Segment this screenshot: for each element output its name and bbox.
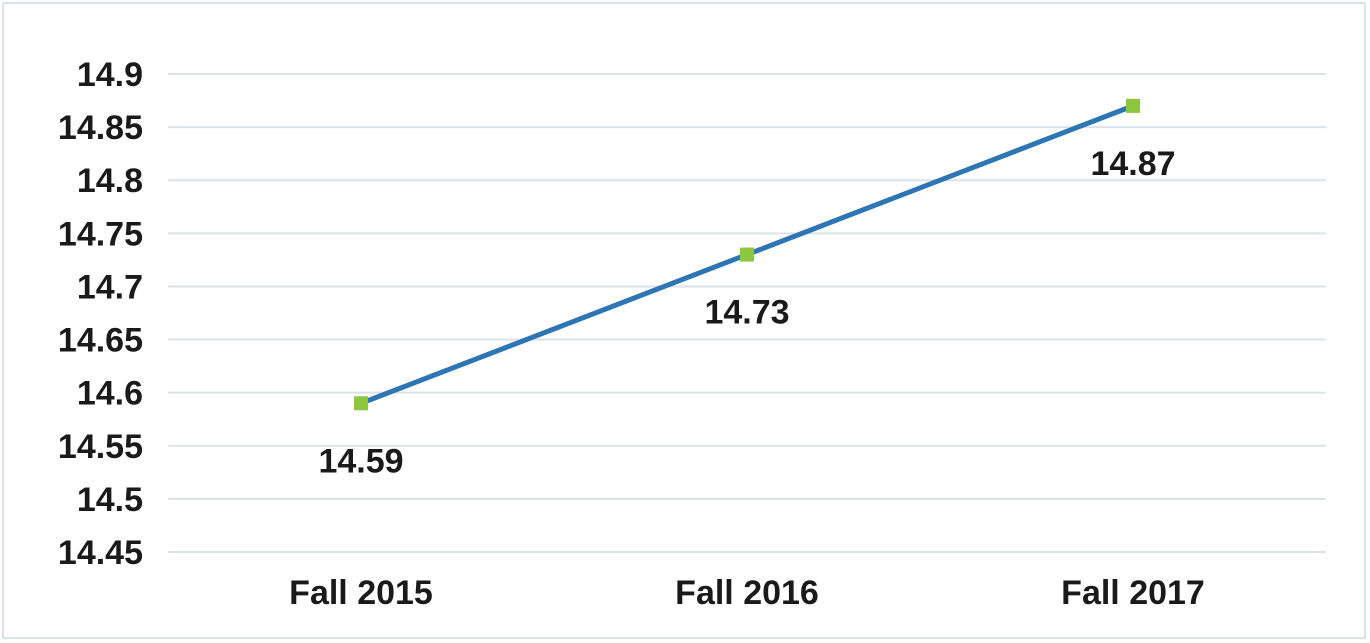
y-tick-label: 14.85 (58, 109, 143, 147)
y-tick-label: 14.8 (77, 162, 143, 200)
data-label: 14.73 (704, 294, 789, 332)
series-markers (354, 98, 1140, 411)
y-tick-label: 14.7 (77, 268, 143, 306)
data-label: 14.59 (318, 442, 403, 480)
data-point-marker (1126, 98, 1140, 113)
data-label: 14.87 (1090, 145, 1175, 183)
x-axis-tick-labels: Fall 2015 Fall 2016 Fall 2017 (289, 574, 1205, 612)
y-tick-label: 14.55 (58, 428, 143, 466)
x-tick-label: Fall 2016 (675, 574, 819, 612)
y-tick-label: 14.65 (58, 322, 143, 360)
y-axis-tick-labels: 14.9 14.85 14.8 14.75 14.7 14.65 14.6 14.55 14.5… (58, 56, 143, 572)
y-tick-label: 14.45 (58, 534, 143, 572)
data-labels: 14.59 14.73 14.87 (318, 145, 1175, 480)
data-point-marker (740, 247, 754, 262)
y-tick-label: 14.5 (77, 481, 143, 519)
data-point-marker (354, 396, 368, 411)
x-tick-label: Fall 2017 (1061, 574, 1205, 612)
x-tick-label: Fall 2015 (289, 574, 433, 612)
y-tick-label: 14.75 (58, 215, 143, 253)
gridlines (168, 73, 1326, 553)
y-tick-label: 14.9 (77, 56, 143, 94)
y-tick-label: 14.6 (77, 375, 143, 413)
